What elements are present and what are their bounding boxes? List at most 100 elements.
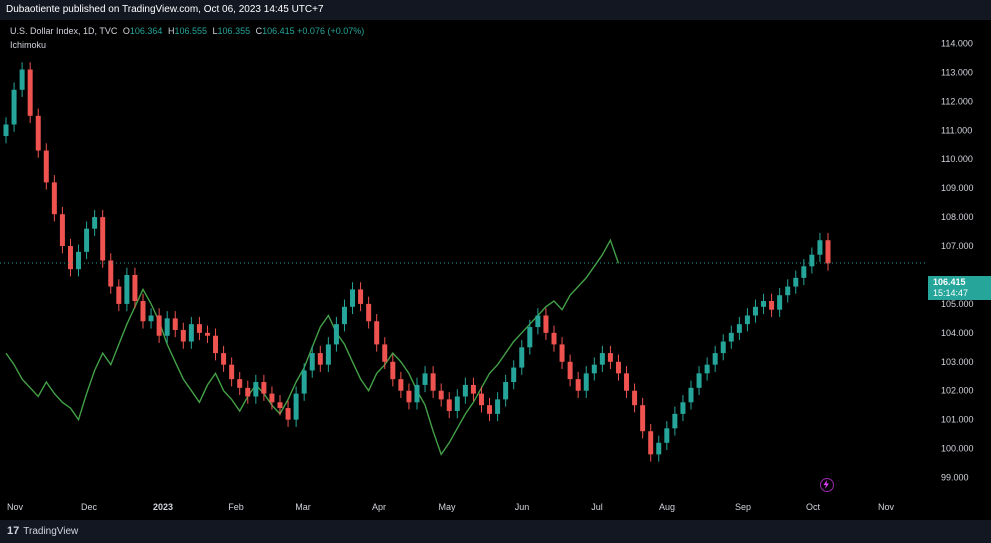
candle-body	[680, 402, 686, 414]
y-axis-tick-label: 100.000	[941, 444, 974, 454]
candle-body	[535, 315, 541, 328]
candle-body	[430, 373, 436, 391]
candle-body	[100, 217, 106, 261]
candle-body	[801, 266, 807, 278]
candle-body	[519, 347, 525, 368]
candle-body	[470, 384, 476, 394]
tradingview-logo[interactable]: 17 TradingView	[7, 525, 78, 537]
candle-body	[301, 370, 307, 394]
candle-body	[438, 390, 444, 400]
candle-body	[188, 324, 194, 342]
candle-body	[269, 393, 275, 403]
lightning-icon[interactable]	[820, 478, 834, 492]
candle-body	[503, 382, 509, 400]
y-axis-tick-label: 108.000	[941, 212, 974, 222]
candle-body	[793, 277, 799, 287]
candle-body	[245, 387, 251, 397]
candle-body	[237, 379, 243, 388]
candle-body	[124, 274, 130, 304]
candle-body	[92, 217, 98, 229]
symbol-legend[interactable]: U.S. Dollar Index, 1D, TVC O106.364 H106…	[10, 26, 364, 36]
x-axis-tick-label: Oct	[806, 502, 821, 512]
candle-body	[495, 399, 501, 414]
candle-body	[317, 353, 323, 365]
chart-area[interactable]: 114.000 113.000 112.000 111.000 110.000 109.0…	[0, 20, 991, 520]
y-axis-tick-label: 103.000	[941, 357, 974, 367]
candle-body	[277, 402, 283, 409]
candle-body	[543, 315, 549, 333]
candle-body	[325, 344, 331, 365]
candle-body	[511, 367, 517, 383]
candle-body	[785, 286, 791, 296]
x-axis-tick-label: Aug	[659, 502, 675, 512]
candle-body	[406, 390, 412, 403]
candle-body	[599, 353, 605, 365]
high-value: 106.555	[174, 26, 208, 36]
candle-body	[712, 353, 718, 365]
candle-body	[607, 353, 613, 362]
footer-bar: 17 TradingView	[0, 520, 991, 543]
candle-body	[140, 301, 146, 322]
candle-body	[777, 295, 783, 310]
candle-body	[615, 361, 621, 374]
candle-body	[769, 301, 775, 310]
indicator-legend[interactable]: Ichimoku	[10, 40, 46, 50]
candle-body	[478, 393, 484, 406]
candle-body	[624, 373, 630, 391]
candle-body	[84, 228, 90, 252]
candle-body	[575, 379, 581, 391]
low-value: 106.355	[217, 26, 251, 36]
x-axis-tick-label: Jul	[591, 502, 603, 512]
candle-body	[221, 353, 227, 365]
symbol-name: U.S. Dollar Index, 1D, TVC	[10, 26, 118, 36]
candle-body	[591, 364, 597, 374]
candle-body	[672, 413, 678, 429]
candle-body	[11, 89, 17, 125]
candle-body	[156, 315, 162, 336]
y-axis-tick-label: 113.000	[941, 67, 973, 77]
candle-body	[196, 324, 202, 333]
candle-body	[567, 361, 573, 380]
candle-body	[213, 335, 219, 354]
candle-body	[358, 289, 364, 304]
y-axis-tick-label: 114.000	[941, 38, 973, 48]
x-axis-tick-label: 2023	[153, 502, 173, 512]
candle-body	[446, 399, 452, 411]
candle-body	[664, 428, 670, 443]
candle-body	[720, 341, 726, 354]
y-axis-tick-label: 110.000	[941, 154, 973, 164]
candle-body	[809, 254, 815, 267]
publish-header: Dubaotiente published on TradingView.com…	[0, 0, 991, 20]
candle-body	[374, 321, 380, 345]
low-label: L	[212, 26, 218, 36]
price-chart[interactable]: 114.000 113.000 112.000 111.000 110.000 109.0…	[0, 20, 991, 520]
candle-body	[696, 373, 702, 388]
bar-countdown: 15:14:47	[933, 287, 969, 298]
candle-body	[366, 303, 372, 322]
candle-body	[132, 274, 138, 302]
candle-body	[3, 124, 9, 137]
x-axis-tick-label: May	[438, 502, 456, 512]
candle-body	[752, 306, 758, 316]
high-label: H	[167, 26, 175, 36]
candle-body	[333, 324, 339, 345]
x-axis-tick-label: Feb	[228, 502, 244, 512]
candle-body	[76, 251, 82, 270]
publish-line: Dubaotiente published on TradingView.com…	[6, 4, 324, 15]
x-axis-tick-label: Sep	[735, 502, 751, 512]
y-axis-tick-label: 102.000	[941, 386, 974, 396]
x-axis-tick-label: Apr	[372, 502, 386, 512]
candle-body	[108, 260, 114, 287]
candle-body	[583, 373, 589, 391]
y-axis-tick-label: 101.000	[941, 415, 974, 425]
close-value: 106.415	[262, 26, 295, 36]
candle-body	[59, 214, 65, 247]
x-axis-tick-label: Dec	[81, 502, 98, 512]
candle-body	[527, 327, 533, 348]
x-axis-tick-label: Nov	[878, 502, 895, 512]
y-axis-tick-label: 109.000	[941, 183, 974, 193]
candle-body	[309, 353, 315, 371]
candle-body	[253, 382, 259, 397]
tradingview-logo-text: TradingView	[23, 525, 79, 537]
open-label: O	[122, 26, 130, 36]
